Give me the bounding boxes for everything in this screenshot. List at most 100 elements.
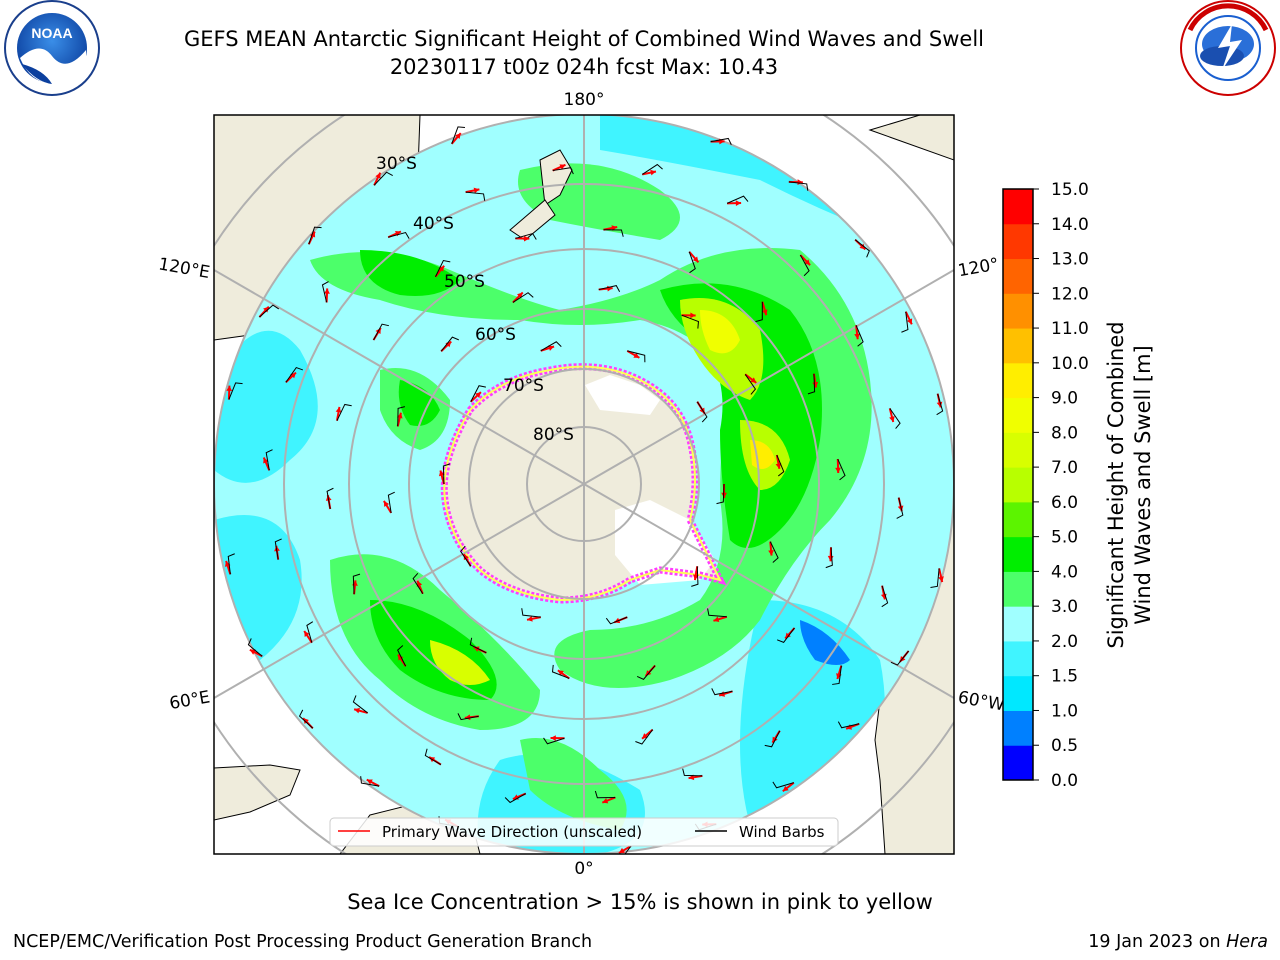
wind-barb xyxy=(681,314,700,329)
graticule xyxy=(214,115,954,854)
wind-barb xyxy=(551,664,570,679)
wave-arrow-head xyxy=(263,457,269,464)
wave-arrow-head xyxy=(602,798,609,804)
wave-arrow-head xyxy=(750,377,757,383)
wind-barb xyxy=(247,638,263,657)
wave-arrow-head xyxy=(735,200,742,206)
footer-date-text: 19 Jan 2023 on xyxy=(1088,932,1221,952)
wave-arrow-head xyxy=(475,392,481,398)
footer-credit: NCEP/EMC/Verification Post Processing Pr… xyxy=(13,932,593,952)
wave-arrow-head xyxy=(650,169,656,176)
colorbar-bands xyxy=(1003,189,1033,781)
colorbar-tick-label: 8.0 xyxy=(1051,423,1078,443)
legend-wind-barbs: Wind Barbs xyxy=(739,823,825,841)
wave-arrow-head xyxy=(846,724,853,730)
wind-barb xyxy=(457,713,479,721)
wind-barb xyxy=(259,304,280,318)
legend-wave-direction: Primary Wave Direction (unscaled) xyxy=(382,823,642,841)
colorbar-band xyxy=(1003,432,1033,468)
wind-barb xyxy=(440,336,459,352)
wave-arrow-head xyxy=(797,179,803,186)
colorbar-tick-label: 0.0 xyxy=(1051,771,1078,791)
colorbar-band xyxy=(1003,189,1033,225)
wave-arrow-head xyxy=(633,352,640,358)
wind-barb xyxy=(788,181,809,191)
wave-arrow-head xyxy=(303,718,309,724)
wave-arrow-head xyxy=(416,580,423,587)
colorbar-tick-label: 0.5 xyxy=(1051,736,1078,756)
wind-barb xyxy=(388,231,410,239)
wave-arrow-head xyxy=(394,231,401,237)
lat-label-70s: 70°S xyxy=(503,376,544,396)
wind-barb xyxy=(769,541,779,563)
lon-label-120w: 120° xyxy=(957,255,1001,282)
lat-label-30s: 30°S xyxy=(376,154,417,174)
wind-barb xyxy=(776,627,795,643)
wind-barb xyxy=(603,229,624,237)
lon-label-60e: 60°E xyxy=(168,687,212,714)
wind-barb xyxy=(435,259,451,277)
colorbar-tick-label: 13.0 xyxy=(1051,250,1089,270)
lat-label-50s: 50°S xyxy=(444,272,485,292)
wave-arrow-head xyxy=(324,288,330,294)
wind-barb xyxy=(306,621,314,643)
colorbar-band xyxy=(1003,640,1033,677)
wind-barb xyxy=(930,568,940,589)
wind-barb xyxy=(412,572,424,594)
wind-barb xyxy=(854,239,870,258)
wind-barb xyxy=(352,573,361,595)
wind-barb xyxy=(451,126,465,144)
wave-arrow-head xyxy=(768,550,774,556)
colorbar-label-line1: Significant Height of Combined xyxy=(1104,321,1128,648)
colorbar-band xyxy=(1003,223,1033,260)
wave-arrow-head xyxy=(366,779,373,785)
wave-arrow-head xyxy=(690,312,696,319)
noaa-logo: NOAA xyxy=(4,0,100,96)
wave-arrow-head xyxy=(304,630,310,637)
lon-label-60w: 60°W xyxy=(956,688,1006,716)
wind-barb xyxy=(265,449,273,471)
wind-barb xyxy=(707,608,727,618)
wind-barb xyxy=(764,730,781,748)
wind-barb xyxy=(336,403,352,421)
colorbar-band xyxy=(1003,745,1033,781)
lon-label-120e: 120°E xyxy=(157,254,211,283)
colorbar-band xyxy=(1003,467,1033,503)
wind-barb xyxy=(635,729,654,745)
wind-barb xyxy=(807,373,816,395)
colorbar-band xyxy=(1003,536,1033,572)
colorbar-label-line2: Wind Waves and Swell [m] xyxy=(1131,345,1155,625)
wave-arrow-head xyxy=(889,416,895,422)
wind-barb xyxy=(594,790,616,799)
wind-barb xyxy=(326,487,334,510)
wind-barb xyxy=(936,393,944,416)
wind-barb xyxy=(227,553,235,575)
wind-barb xyxy=(285,366,304,383)
wind-barb xyxy=(691,566,699,587)
colorbar-tick-label: 9.0 xyxy=(1051,389,1078,409)
colorbar-tick-label: 6.0 xyxy=(1051,493,1078,513)
wave-arrow-head xyxy=(526,615,533,622)
colorbar-band xyxy=(1003,328,1033,364)
wind-barb xyxy=(598,285,621,292)
colorbar-tick-label: 12.0 xyxy=(1051,284,1089,304)
wave-arrow-head xyxy=(548,345,555,351)
wind-barb xyxy=(881,585,889,608)
wind-barb xyxy=(624,845,632,854)
wave-arrow-head xyxy=(375,172,381,179)
wave-arrow-head xyxy=(804,259,811,266)
colorbar-tick-label: 10.0 xyxy=(1051,354,1089,374)
colorbar-band xyxy=(1003,362,1033,399)
wave-arrow-head xyxy=(557,670,564,676)
lon-label-180: 180° xyxy=(564,90,605,110)
wave-arrow-head xyxy=(618,847,625,854)
wind-barb xyxy=(889,408,901,429)
wind-barb xyxy=(515,232,537,240)
wave-arrow-head xyxy=(785,632,791,639)
colorbar-tick-label: 3.0 xyxy=(1051,597,1078,617)
colorbar-band xyxy=(1003,571,1033,607)
wind-barb xyxy=(540,341,562,352)
colorbar-tick-label: 1.5 xyxy=(1051,667,1078,687)
wind-barb xyxy=(552,167,574,175)
